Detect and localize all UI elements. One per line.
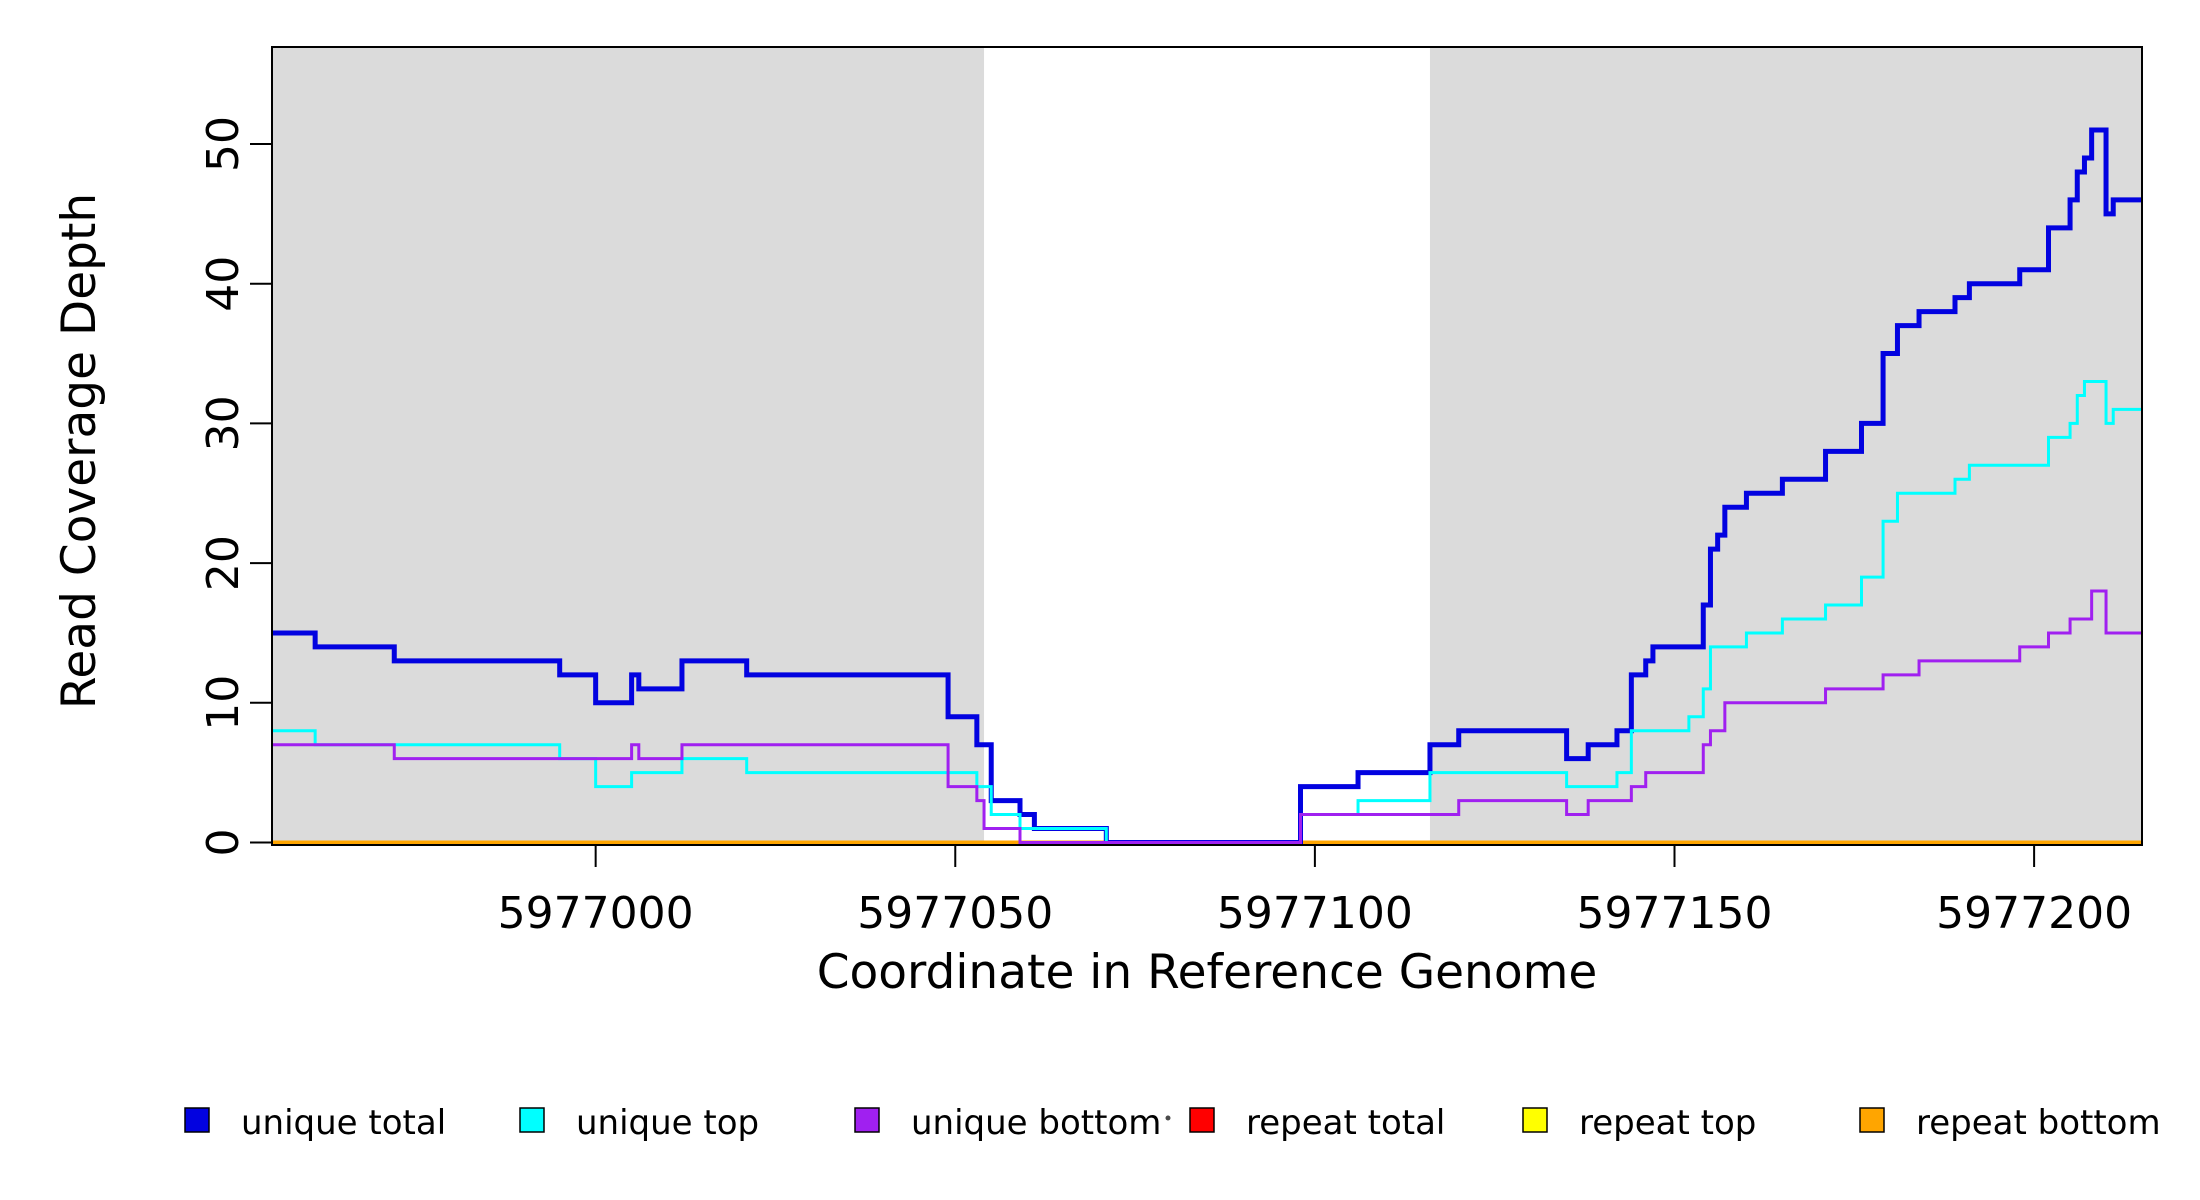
legend-item-repeat-top: repeat top [1522, 1103, 1756, 1143]
legend-swatch-repeat-bottom [1859, 1107, 1885, 1133]
x-axis: 5977000 5977050 5977100 5977150 5977200 [498, 845, 2132, 939]
legend-label: unique bottom [911, 1103, 1161, 1143]
legend-item-unique-total: unique total [184, 1103, 446, 1143]
legend-item-repeat-total: repeat total [1189, 1103, 1445, 1143]
series-line-unique-total [272, 127, 2142, 845]
legend-swatch-unique-top [519, 1107, 545, 1133]
covered-region-right [1429, 47, 2142, 845]
y-tick-label: 20 [198, 535, 249, 591]
legend-label: unique top [576, 1103, 759, 1143]
stray-dot [1165, 1115, 1171, 1121]
legend-swatch-unique-bottom [854, 1107, 880, 1133]
x-tick-label: 5977050 [857, 888, 1053, 939]
y-tick-label: 50 [198, 116, 249, 172]
series-line-unique-bottom [272, 589, 2142, 844]
legend-item-unique-bottom: unique bottom [854, 1103, 1161, 1143]
series-lines [272, 127, 2142, 845]
x-tick-label: 5977000 [498, 888, 694, 939]
y-tick-label: 0 [198, 829, 249, 857]
legend-label: repeat total [1246, 1103, 1445, 1143]
y-tick-label: 10 [198, 675, 249, 731]
legend-label: unique total [241, 1103, 446, 1143]
x-axis-title: Coordinate in Reference Genome [817, 945, 1598, 1000]
y-axis: 0 10 20 30 40 50 [198, 116, 272, 857]
x-tick-label: 5977150 [1577, 888, 1773, 939]
legend-item-repeat-bottom: repeat bottom [1859, 1103, 2161, 1143]
legend-swatch-repeat-top [1522, 1107, 1548, 1133]
legend-item-unique-top: unique top [519, 1103, 759, 1143]
legend-swatch-repeat-total [1189, 1107, 1215, 1133]
highlight-bands [272, 47, 2142, 845]
y-tick-label: 40 [198, 256, 249, 312]
y-tick-label: 30 [198, 395, 249, 451]
covered-region-left [272, 47, 985, 845]
legend: unique total unique top unique bottom repea… [184, 1103, 2161, 1143]
series-line-unique-top [272, 379, 2142, 844]
x-tick-label: 5977200 [1936, 888, 2132, 939]
legend-swatch-unique-total [184, 1107, 210, 1133]
plot-border [271, 46, 2143, 846]
legend-label: repeat top [1579, 1103, 1756, 1143]
legend-label: repeat bottom [1916, 1103, 2161, 1143]
x-tick-label: 5977100 [1217, 888, 1413, 939]
y-axis-title: Read Coverage Depth [52, 193, 107, 709]
